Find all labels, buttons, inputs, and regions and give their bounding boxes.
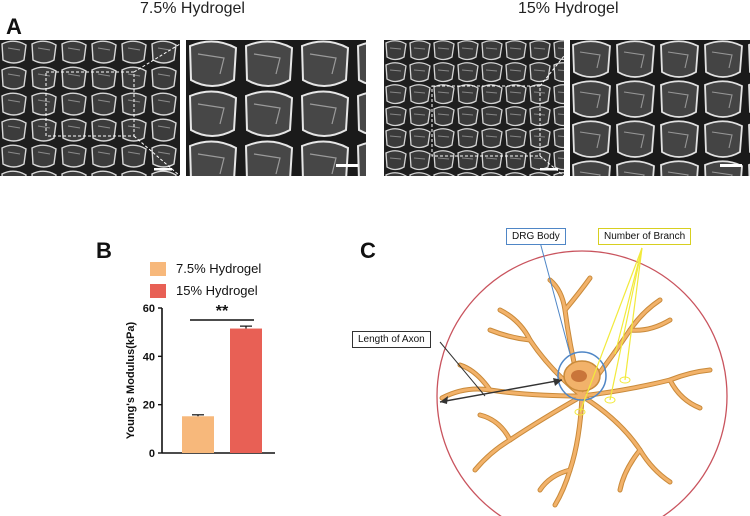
panel-c-letter: C <box>360 238 376 263</box>
right-sem-caption: 15% Hydrogel <box>518 0 619 17</box>
y-tick-label: 0 <box>149 448 155 460</box>
measurement-circle <box>436 250 728 516</box>
bar-0 <box>182 416 214 453</box>
legend-swatch-7-5 <box>150 262 166 276</box>
y-axis-label: Young's Modulus(kPa) <box>125 322 137 440</box>
left-sem-caption: 7.5% Hydrogel <box>140 0 245 17</box>
drg-nucleus <box>571 370 587 382</box>
axon-length-arrow <box>439 379 563 403</box>
number-of-branch-callout: Number of Branch <box>598 228 692 245</box>
y-tick-label: 60 <box>143 303 155 315</box>
y-tick-label: 20 <box>143 400 155 412</box>
significance-label: ** <box>216 303 229 320</box>
legend-label-7-5: 7.5% Hydrogel <box>176 261 262 276</box>
drg-body-callout: DRG Body <box>506 228 566 245</box>
branch-callout-leaders <box>579 247 643 413</box>
drg-callout-leader <box>539 241 571 355</box>
youngs-modulus-chart: 0 20 40 60 Young's Modulus(kPa) ** <box>125 303 275 460</box>
panel-b-letter: B <box>96 238 112 263</box>
neuron-diagram <box>436 241 728 516</box>
sem-image-15-zoom <box>570 40 750 176</box>
panel-a-letter: A <box>6 14 22 39</box>
sem-image-7-5-overview <box>0 40 180 176</box>
bar-1 <box>230 328 262 453</box>
legend-label-15: 15% Hydrogel <box>176 283 258 298</box>
y-tick-label: 40 <box>143 351 155 363</box>
sem-image-15-overview <box>384 40 564 176</box>
axon-callout-leader <box>439 341 486 397</box>
drg-body-ring <box>557 351 607 401</box>
legend-swatch-15 <box>150 284 166 298</box>
length-of-axon-callout: Length of Axon <box>352 331 431 348</box>
sem-image-7-5-zoom <box>186 40 366 176</box>
